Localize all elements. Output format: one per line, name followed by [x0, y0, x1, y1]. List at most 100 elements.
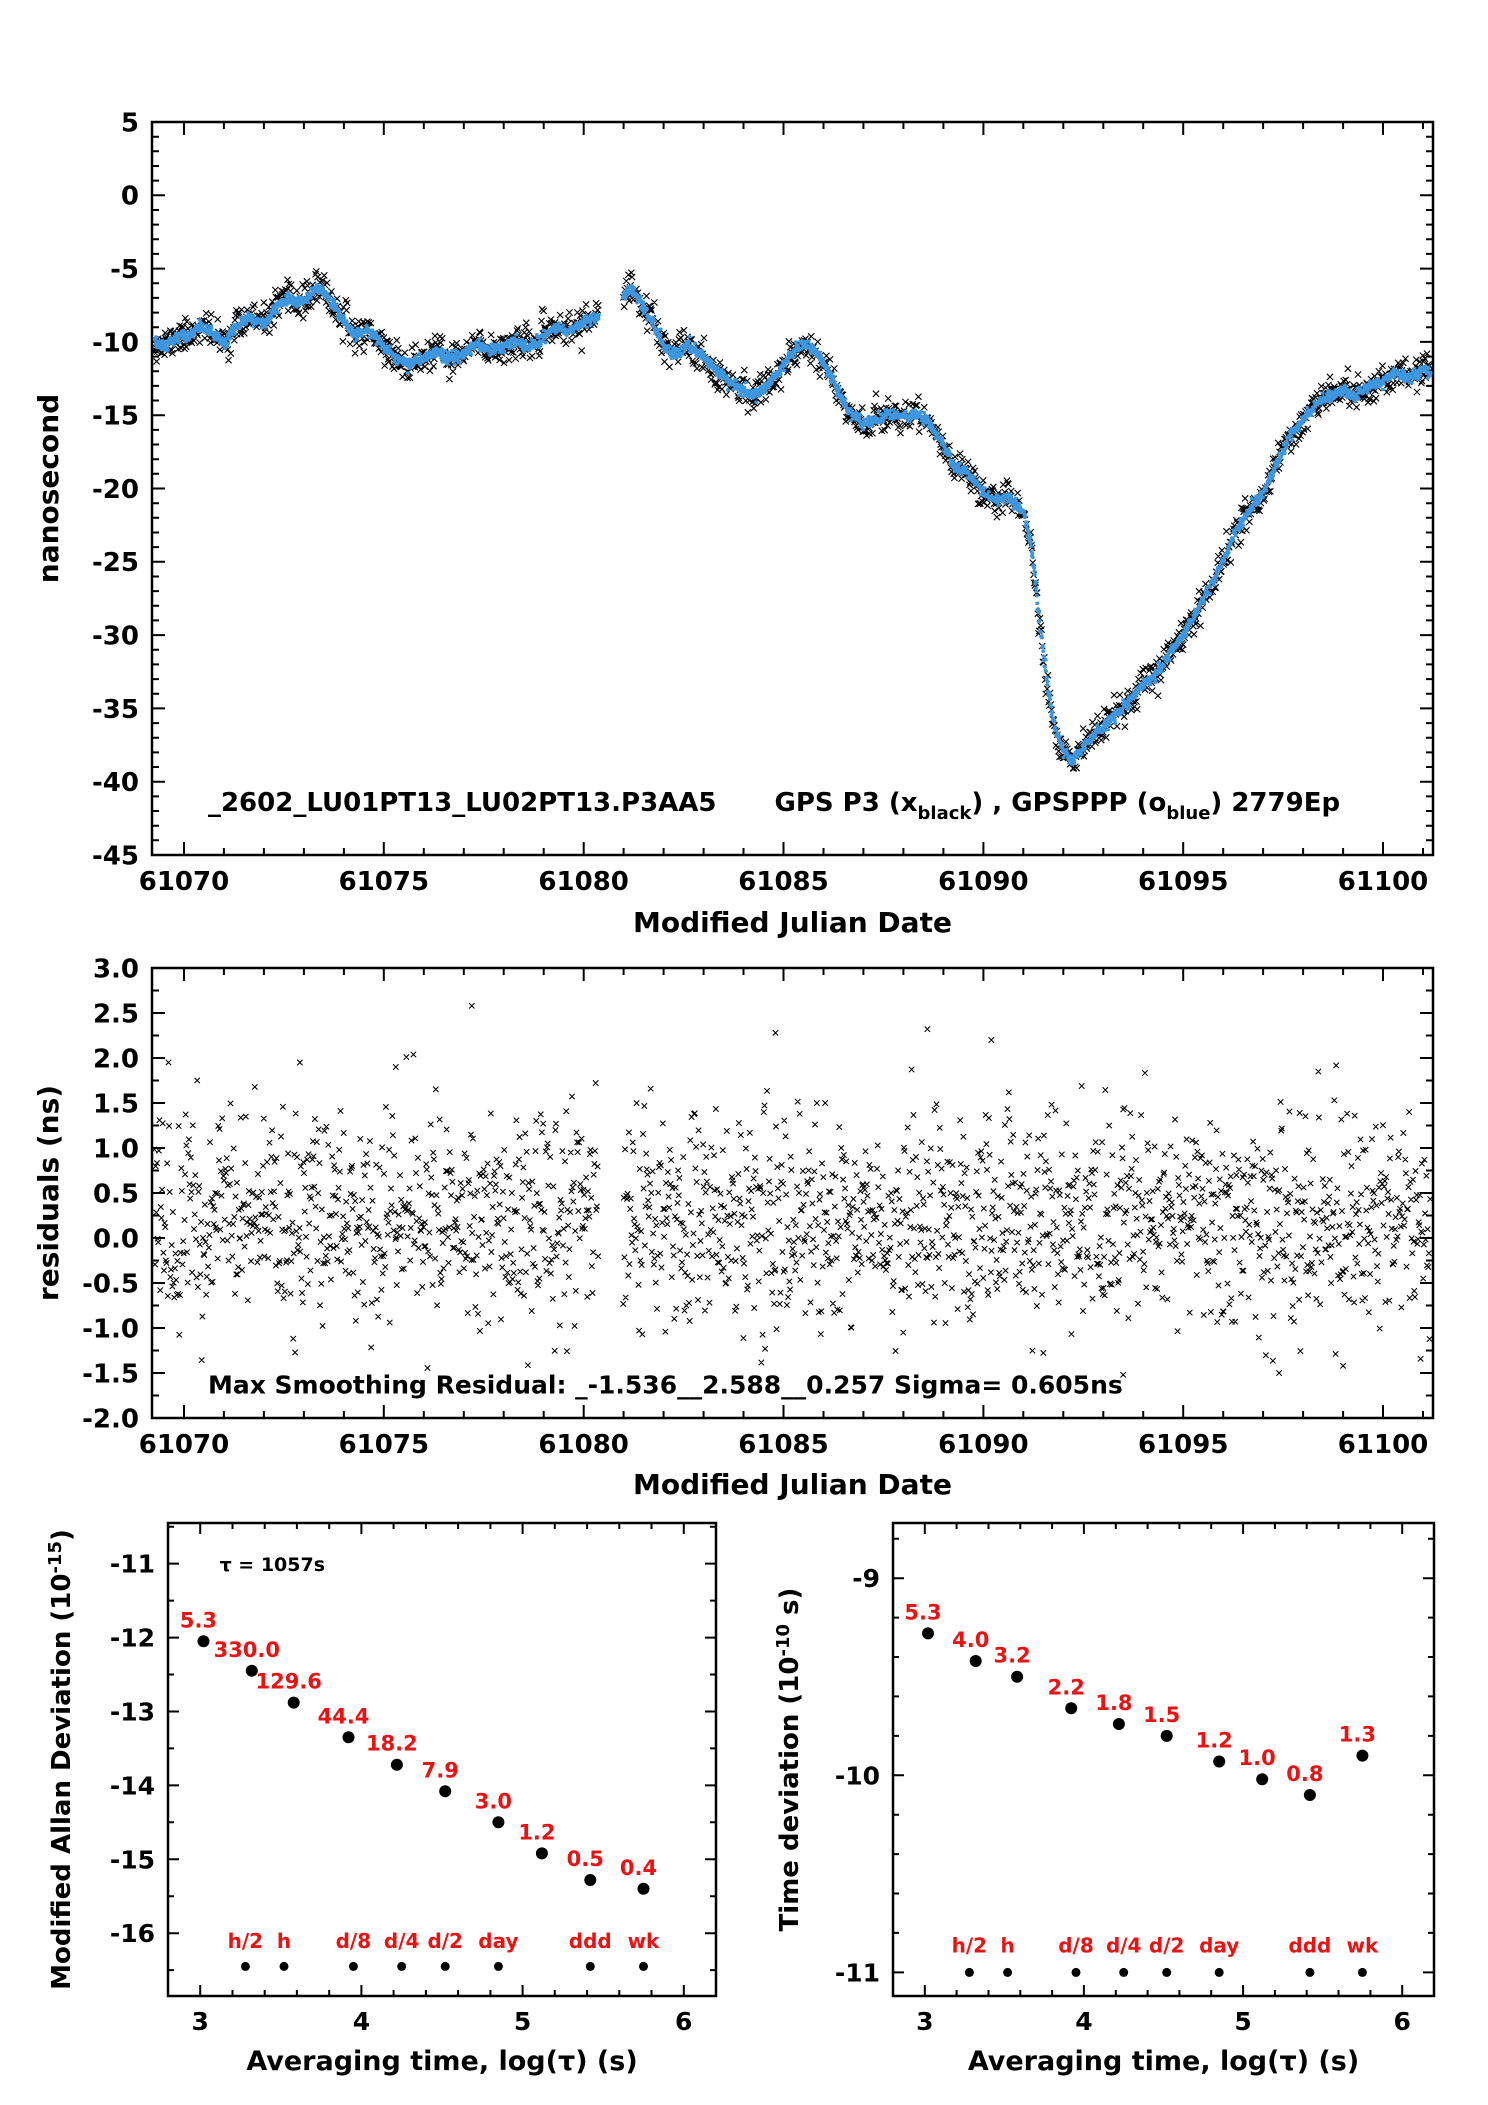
x-tick-label: 4	[1075, 2007, 1092, 2036]
y-tick-label: -20	[92, 475, 139, 505]
data-point	[969, 1655, 982, 1667]
data-point	[1356, 1749, 1369, 1762]
x-tick-label: 61080	[538, 1430, 628, 1460]
x-tick-label: 61070	[139, 867, 229, 897]
x-tick-label: 5	[514, 2007, 531, 2036]
x-tick-label: 61085	[738, 1430, 828, 1460]
x-tick-label: 61100	[1338, 1430, 1428, 1460]
point-value-label: 2.2	[1048, 1675, 1085, 1699]
avg-interval-dot	[1305, 1967, 1315, 1977]
y-tick-label: -11	[835, 1958, 880, 1987]
avg-interval-dot	[639, 1961, 648, 1971]
y-axis-label: Time deviation (10-10 s)	[773, 1588, 805, 1932]
y-tick-label: -5	[110, 255, 139, 285]
x-tick-label: 4	[353, 2007, 370, 2036]
y-tick-label: -15	[92, 402, 139, 432]
y-tick-label: 2.5	[93, 999, 139, 1029]
avg-interval-label: wk	[1347, 1934, 1379, 1958]
data-point	[197, 1635, 210, 1648]
x-tick-label: 3	[192, 2007, 209, 2036]
phase-annotation: _2602_LU01PT13_LU02PT13.P3AA5 GPS P3 (xbl…	[208, 788, 1340, 824]
point-value-label: 1.2	[1196, 1728, 1233, 1752]
avg-interval-dot	[440, 1961, 450, 1971]
x-axis-label: Modified Julian Date	[633, 906, 952, 939]
point-value-label: 3.2	[994, 1644, 1031, 1668]
avg-interval-dot	[964, 1967, 974, 1977]
point-value-label: 18.2	[366, 1732, 418, 1756]
y-tick-label: -2.0	[82, 1404, 139, 1434]
data-point	[245, 1664, 258, 1677]
avg-interval-dot	[240, 1961, 250, 1971]
data-point	[439, 1785, 452, 1798]
y-tick-label: 0.5	[93, 1179, 139, 1209]
avg-interval-dot	[1162, 1967, 1172, 1977]
point-value-label: 5.3	[180, 1608, 217, 1632]
data-point	[584, 1874, 597, 1886]
x-tick-label: 6	[1393, 2007, 1410, 2036]
avg-interval-label: d/8	[336, 1929, 372, 1953]
y-tick-label: -15	[110, 1845, 155, 1874]
avg-interval-label: d/4	[384, 1929, 420, 1953]
data-point	[1303, 1789, 1316, 1801]
x-tick-label: 61095	[1138, 1430, 1228, 1460]
avg-interval-dot	[279, 1961, 289, 1971]
avg-interval-label: d/2	[1149, 1934, 1185, 1958]
y-tick-label: -1.5	[82, 1359, 139, 1389]
y-axis-label: nanosecond	[32, 394, 65, 583]
x-axis-label: Averaging time, log(τ) (s)	[968, 2046, 1359, 2077]
y-tick-label: 1.5	[93, 1089, 139, 1119]
avg-interval-dot	[585, 1961, 595, 1971]
x-tick-label: 61075	[339, 1430, 429, 1460]
avg-interval-dot	[1071, 1967, 1081, 1977]
y-tick-label: -25	[92, 548, 139, 578]
axis-ticks	[167, 1523, 717, 1996]
y-tick-label: 0	[121, 182, 139, 212]
avg-interval-label: h/2	[952, 1934, 987, 1958]
plot-frame	[150, 120, 1435, 857]
x-tick-label: 61090	[938, 867, 1028, 897]
avg-interval-label: day	[478, 1929, 518, 1953]
point-value-label: 1.2	[518, 1820, 555, 1844]
data-point	[287, 1696, 300, 1709]
point-value-label: 1.8	[1095, 1691, 1132, 1715]
avg-interval-dot	[1214, 1967, 1224, 1977]
y-tick-label: 1.0	[93, 1134, 139, 1164]
x-tick-label: 3	[916, 2007, 933, 2036]
x-tick-label: 61070	[139, 1430, 229, 1460]
data-point	[922, 1627, 934, 1640]
data-point	[1011, 1670, 1024, 1683]
point-value-label: 44.4	[318, 1704, 370, 1728]
avg-interval-label: ddd	[569, 1929, 612, 1953]
avg-interval-label: h	[277, 1929, 291, 1953]
tdev-plot: 3 4 5 6 -9 -10 -11 5.3 4.03.2 2.2 1.8 1.5 1.21.0 0.8 1…	[773, 1521, 1436, 2077]
y-tick-label: -40	[92, 768, 139, 798]
data-point	[535, 1847, 548, 1860]
x-tick-label: 61090	[938, 1430, 1028, 1460]
plot-frame	[150, 966, 1435, 1420]
data-point	[492, 1816, 505, 1829]
avg-interval-dot	[1003, 1967, 1013, 1977]
avg-interval-label: h/2	[228, 1929, 263, 1953]
y-tick-label: -11	[110, 1550, 155, 1579]
point-value-label: 1.5	[1143, 1703, 1180, 1727]
blue-o-series	[152, 282, 1433, 766]
avg-interval-label: h	[1000, 1934, 1014, 1958]
residual-annotation: Max Smoothing Residual: _-1.536__2.588__…	[208, 1371, 1123, 1400]
point-value-label: 330.0	[214, 1638, 280, 1662]
data-point	[390, 1758, 403, 1771]
residual-series	[151, 1002, 1434, 1378]
data-point	[1213, 1755, 1226, 1768]
x-axis-label: Modified Julian Date	[633, 1468, 952, 1501]
y-tick-label: 3.0	[93, 954, 139, 984]
data-point	[1160, 1729, 1173, 1742]
y-tick-label: -1.0	[82, 1314, 139, 1344]
x-tick-label: 61075	[339, 867, 429, 897]
avg-interval-dot	[1119, 1967, 1129, 1977]
x-tick-label: 61100	[1338, 867, 1428, 897]
point-value-label: 0.5	[567, 1847, 604, 1871]
avg-interval-label: wk	[628, 1929, 660, 1953]
point-value-label: 7.9	[422, 1758, 459, 1782]
tau-note: τ = 1057s	[220, 1554, 325, 1576]
